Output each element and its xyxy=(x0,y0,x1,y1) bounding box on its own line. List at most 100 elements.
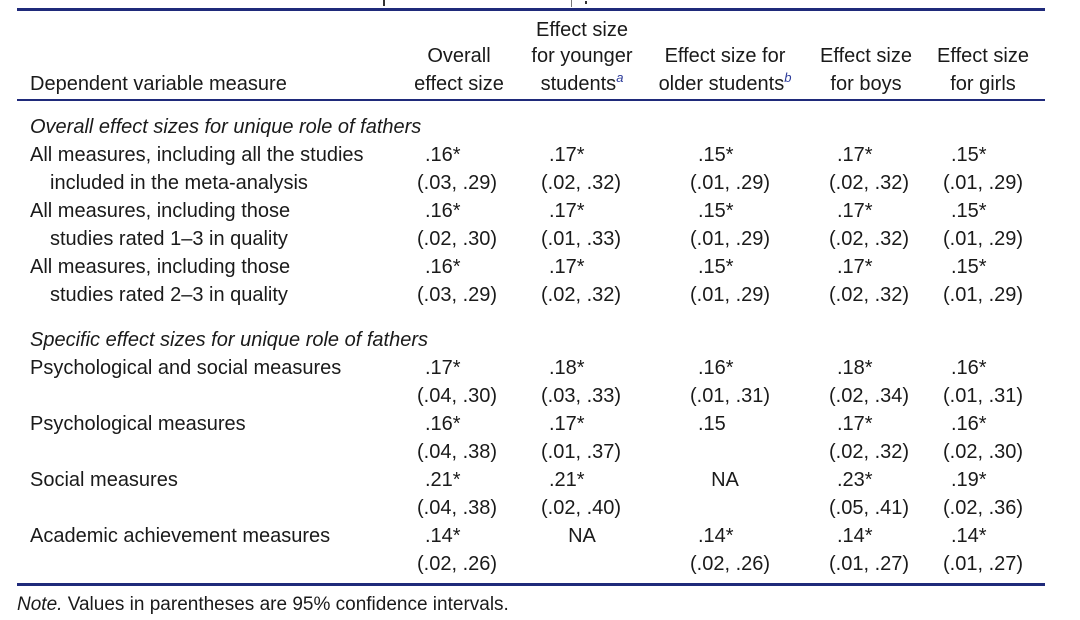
confidence-interval: (.01, .27) xyxy=(829,553,910,575)
cropped-title-remnant xyxy=(0,0,1080,8)
row-label-continued: included in the meta-analysis xyxy=(50,172,308,194)
row-label: All measures, including those xyxy=(30,200,291,222)
effect-size-value: .19* xyxy=(951,469,987,491)
effect-size-value: .14* xyxy=(951,525,987,547)
footnote-marker: a xyxy=(616,70,624,85)
column-header-3-line-1: Effect size for xyxy=(664,45,786,67)
title-glyph-fragment xyxy=(383,0,385,6)
column-header-1-line-1: Overall xyxy=(427,45,491,67)
confidence-interval: (.02, .32) xyxy=(541,284,622,306)
effect-size-value: .16* xyxy=(698,357,734,379)
table-top-rule xyxy=(17,8,1045,11)
effect-size-value: .15* xyxy=(698,256,734,278)
effect-size-value: .14* xyxy=(837,525,873,547)
effect-size-value: .16* xyxy=(951,357,987,379)
confidence-interval: (.01, .33) xyxy=(541,228,622,250)
confidence-interval: (.04, .30) xyxy=(417,385,498,407)
effect-size-value: .16* xyxy=(425,144,461,166)
note-label: Note. xyxy=(17,594,63,615)
confidence-interval: (.01, .29) xyxy=(690,172,771,194)
confidence-interval: (.02, .26) xyxy=(690,553,771,575)
note-text: Values in parentheses are 95% confidence… xyxy=(62,594,509,615)
effect-size-value: .17* xyxy=(549,144,585,166)
section-title: Overall effect sizes for unique role of … xyxy=(30,116,422,138)
confidence-interval: (.02, .30) xyxy=(943,441,1024,463)
confidence-interval: (.03, .29) xyxy=(417,172,498,194)
confidence-interval: (.01, .29) xyxy=(943,284,1024,306)
effect-size-value: .16* xyxy=(425,200,461,222)
column-header-2-line-0: Effect size xyxy=(536,19,628,41)
effect-size-value: .17* xyxy=(837,144,873,166)
table-header-rule xyxy=(17,99,1045,101)
title-divider-fragment xyxy=(571,0,572,7)
table-bottom-rule xyxy=(17,583,1045,586)
column-header-2-line-1: for younger xyxy=(531,45,633,67)
row-label: Psychological measures xyxy=(30,413,246,435)
confidence-interval: (.02, .32) xyxy=(829,284,910,306)
confidence-interval: (.01, .31) xyxy=(943,385,1024,407)
effect-size-value: .15 xyxy=(698,413,726,435)
effect-size-value: .15* xyxy=(698,144,734,166)
confidence-interval: (.05, .41) xyxy=(829,497,910,519)
effect-size-value: .18* xyxy=(837,357,873,379)
effect-size-value: .17* xyxy=(837,413,873,435)
confidence-interval: (.02, .32) xyxy=(829,441,910,463)
effect-size-value: .23* xyxy=(837,469,873,491)
confidence-interval: (.03, .33) xyxy=(541,385,622,407)
effect-size-value: .15* xyxy=(951,200,987,222)
effect-size-value: .16* xyxy=(425,413,461,435)
effect-size-value: .15* xyxy=(951,256,987,278)
confidence-interval: (.02, .40) xyxy=(541,497,622,519)
column-header-0-line-2: Dependent variable measure xyxy=(30,73,287,95)
column-header-2-line-2: studentsa xyxy=(540,70,624,95)
row-label: Academic achievement measures xyxy=(30,525,331,547)
effect-size-value: .21* xyxy=(549,469,585,491)
confidence-interval: (.02, .34) xyxy=(829,385,910,407)
confidence-interval: (.02, .32) xyxy=(541,172,622,194)
column-header-3-line-2: older studentsb xyxy=(658,70,792,95)
effect-size-value: .15* xyxy=(951,144,987,166)
effect-size-value: .17* xyxy=(549,200,585,222)
table-note: Note. Values in parentheses are 95% conf… xyxy=(17,592,509,618)
title-glyph-fragment xyxy=(585,1,587,4)
confidence-interval: (.02, .32) xyxy=(829,172,910,194)
row-label-continued: studies rated 1–3 in quality xyxy=(50,228,288,250)
effect-size-value: .17* xyxy=(425,357,461,379)
row-label: Social measures xyxy=(30,469,178,491)
effect-size-value: .21* xyxy=(425,469,461,491)
confidence-interval: (.01, .29) xyxy=(690,284,771,306)
effect-size-value: .17* xyxy=(837,256,873,278)
effect-size-value: .16* xyxy=(951,413,987,435)
row-label: Psychological and social measures xyxy=(30,357,342,379)
confidence-interval: (.04, .38) xyxy=(417,441,498,463)
confidence-interval: (.02, .36) xyxy=(943,497,1024,519)
confidence-interval: (.01, .31) xyxy=(690,385,771,407)
effect-size-value: .18* xyxy=(549,357,585,379)
confidence-interval: (.03, .29) xyxy=(417,284,498,306)
effect-size-value: .17* xyxy=(549,413,585,435)
confidence-interval: (.01, .37) xyxy=(541,441,622,463)
confidence-interval: (.02, .32) xyxy=(829,228,910,250)
section-title: Specific effect sizes for unique role of… xyxy=(30,329,428,351)
column-header-5-line-1: Effect size xyxy=(937,45,1029,67)
effect-size-value: .14* xyxy=(698,525,734,547)
row-label: All measures, including all the studies xyxy=(30,144,364,166)
column-header-4-line-2: for boys xyxy=(830,73,902,95)
column-header-4-line-1: Effect size xyxy=(820,45,912,67)
column-header-5-line-2: for girls xyxy=(950,73,1016,95)
row-label: All measures, including those xyxy=(30,256,291,278)
confidence-interval: (.01, .29) xyxy=(943,172,1024,194)
effect-size-value: .17* xyxy=(837,200,873,222)
effect-size-value: .14* xyxy=(425,525,461,547)
confidence-interval: (.01, .29) xyxy=(943,228,1024,250)
confidence-interval: (.01, .29) xyxy=(690,228,771,250)
effect-size-value: NA xyxy=(711,469,739,491)
confidence-interval: (.02, .30) xyxy=(417,228,498,250)
confidence-interval: (.04, .38) xyxy=(417,497,498,519)
effect-size-value: .17* xyxy=(549,256,585,278)
effect-size-value: NA xyxy=(568,525,596,547)
confidence-interval: (.02, .26) xyxy=(417,553,498,575)
effect-size-value: .16* xyxy=(425,256,461,278)
footnote-marker: b xyxy=(784,70,792,85)
column-header-1-line-2: effect size xyxy=(414,73,504,95)
